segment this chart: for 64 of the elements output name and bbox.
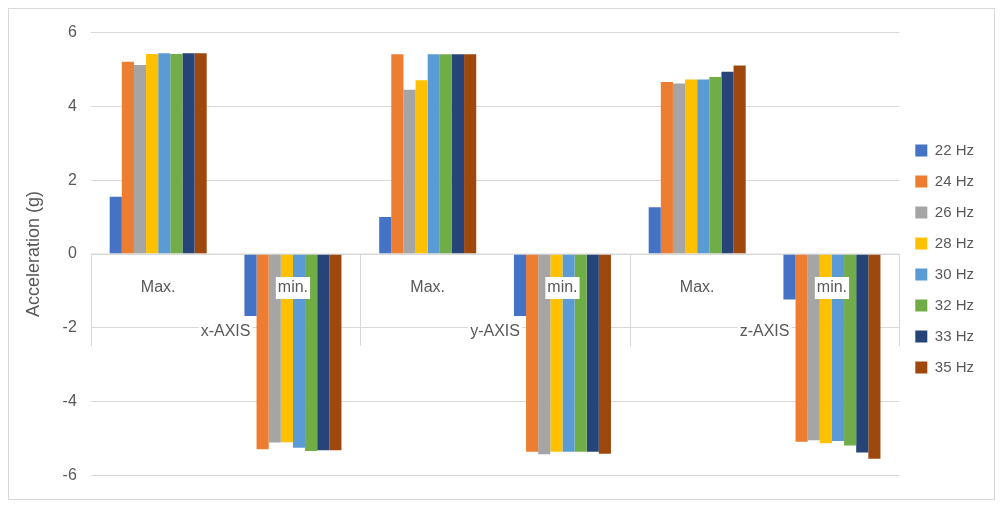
bar (783, 254, 796, 300)
y-tick-label: 2 (67, 170, 77, 188)
legend-label: 35 Hz (934, 357, 974, 375)
bar (574, 254, 587, 452)
x-tick-label: min. (816, 278, 848, 296)
bar (795, 254, 808, 442)
bar (648, 207, 661, 254)
legend-label: 28 Hz (934, 233, 974, 251)
legend-label: 26 Hz (934, 202, 974, 220)
x-tick-label: Max. (140, 278, 176, 296)
bar (329, 254, 342, 451)
bar (256, 254, 269, 450)
x-tick-label: min. (547, 278, 578, 296)
legend-label: 24 Hz (934, 171, 974, 189)
y-tick-label: -4 (62, 392, 77, 410)
bar (709, 76, 722, 254)
y-tick-label: -6 (62, 465, 77, 483)
bar (439, 54, 452, 254)
y-tick-label: 4 (67, 96, 77, 114)
bar (856, 254, 869, 453)
bar (182, 53, 195, 254)
y-tick-label: -2 (62, 318, 77, 336)
bar (109, 196, 122, 254)
legend-label: 33 Hz (934, 326, 974, 344)
bar (672, 83, 686, 254)
annotation: x-AXIS (200, 322, 251, 340)
bar (415, 80, 428, 254)
bar (513, 254, 527, 316)
x-tick-label: Max. (410, 278, 446, 296)
y-axis-title: Acceleration (g) (22, 190, 43, 318)
bar (844, 254, 857, 446)
x-tick-label: Max. (679, 278, 715, 296)
bar (244, 254, 257, 316)
bar (598, 254, 611, 454)
y-tick-label: 6 (67, 23, 77, 41)
bar (868, 254, 881, 459)
bar (464, 54, 477, 254)
annotation: y-AXIS (470, 322, 520, 340)
bar (685, 79, 698, 254)
bar (194, 53, 207, 254)
bar (317, 254, 330, 451)
bar (526, 254, 539, 452)
bar (379, 217, 392, 254)
legend-label: 22 Hz (934, 140, 974, 158)
annotation: z-AXIS (739, 322, 790, 340)
bar (146, 54, 159, 254)
legend-label: 30 Hz (934, 264, 974, 282)
bar (305, 254, 318, 452)
bar (133, 65, 147, 254)
legend-label: 32 Hz (934, 295, 974, 313)
bar (586, 254, 599, 452)
bar (403, 89, 416, 254)
bar (697, 79, 710, 254)
x-tick-label: min. (277, 278, 309, 296)
bar (660, 82, 673, 254)
bar (121, 61, 134, 254)
bar (721, 71, 734, 254)
bar (733, 65, 746, 254)
bar (158, 53, 171, 254)
bar (170, 54, 183, 254)
bar (451, 54, 465, 254)
bar (427, 54, 440, 254)
y-tick-label: 0 (67, 244, 77, 262)
bar (391, 54, 404, 254)
